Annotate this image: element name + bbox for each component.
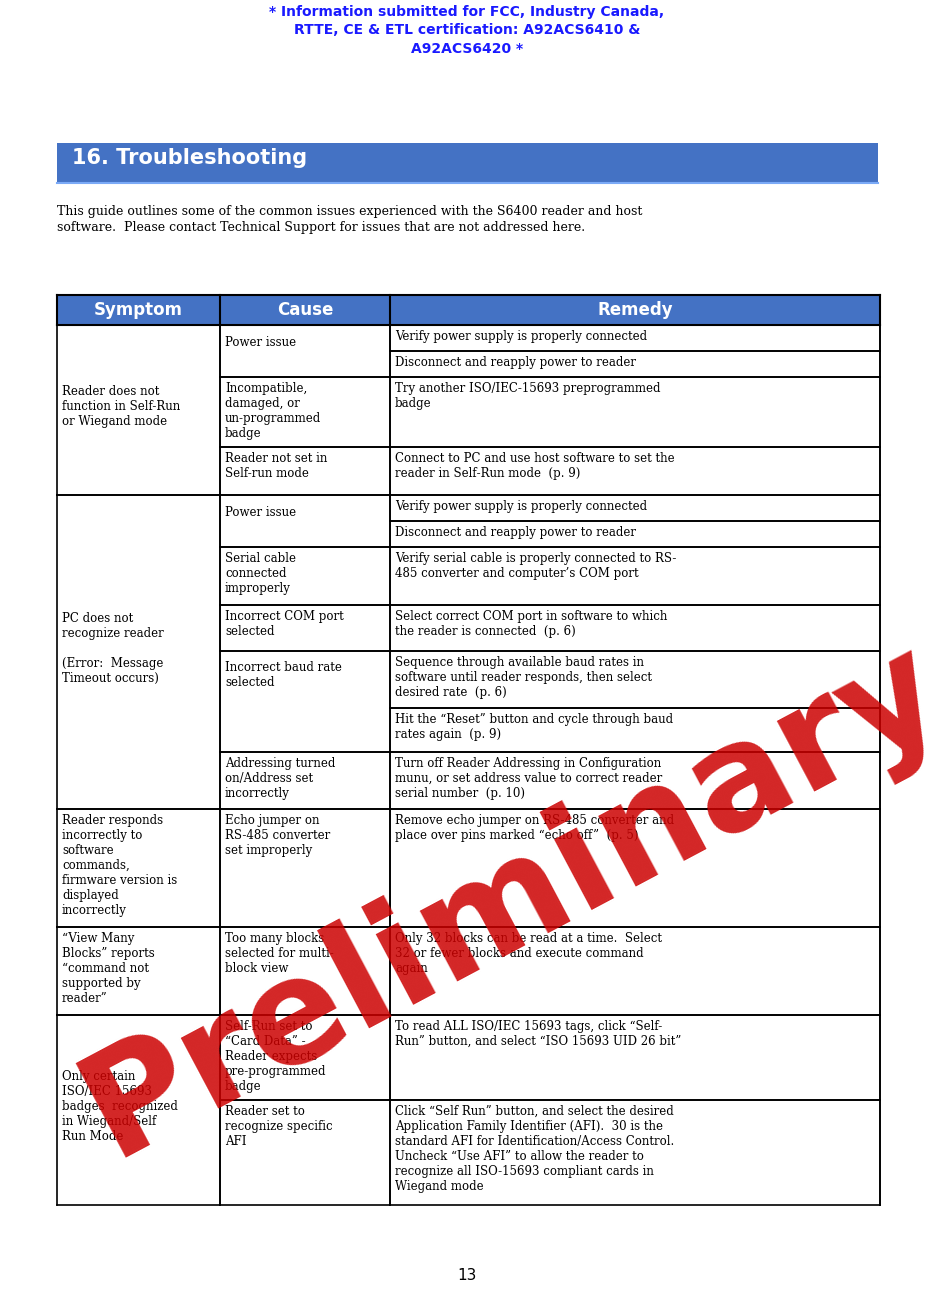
Text: This guide outlines some of the common issues experienced with the S6400 reader : This guide outlines some of the common i… bbox=[57, 205, 642, 218]
Text: Too many blocks
selected for multi-
block view: Too many blocks selected for multi- bloc… bbox=[225, 932, 334, 975]
Text: Only 32 blocks can be read at a time.  Select
32 or fewer blocks and execute com: Only 32 blocks can be read at a time. Se… bbox=[395, 932, 662, 975]
Text: Click “Self Run” button, and select the desired
Application Family Identifier (A: Click “Self Run” button, and select the … bbox=[395, 1105, 674, 1193]
Bar bbox=[57, 143, 878, 183]
Text: Verify power supply is properly connected: Verify power supply is properly connecte… bbox=[395, 330, 647, 343]
Text: Symptom: Symptom bbox=[94, 301, 183, 319]
Text: Self-Run set to
“Card Data” -
Reader expects
pre-programmed
badge: Self-Run set to “Card Data” - Reader exp… bbox=[225, 1020, 326, 1093]
Text: Echo jumper on
RS-485 converter
set improperly: Echo jumper on RS-485 converter set impr… bbox=[225, 815, 330, 857]
Text: * Information submitted for FCC, Industry Canada,
RTTE, CE & ETL certification: : * Information submitted for FCC, Industr… bbox=[269, 5, 665, 56]
Text: Power issue: Power issue bbox=[225, 506, 296, 519]
Text: Disconnect and reapply power to reader: Disconnect and reapply power to reader bbox=[395, 525, 636, 540]
Text: Reader does not
function in Self-Run
or Wiegand mode: Reader does not function in Self-Run or … bbox=[62, 385, 180, 429]
Text: Try another ISO/IEC-15693 preprogrammed
badge: Try another ISO/IEC-15693 preprogrammed … bbox=[395, 382, 660, 411]
Text: Reader responds
incorrectly to
software
commands,
firmware version is
displayed
: Reader responds incorrectly to software … bbox=[62, 815, 178, 917]
Text: Verify serial cable is properly connected to RS-
485 converter and computer’s CO: Verify serial cable is properly connecte… bbox=[395, 553, 676, 580]
Text: Incompatible,
damaged, or
un-programmed
badge: Incompatible, damaged, or un-programmed … bbox=[225, 382, 322, 440]
Text: Incorrect baud rate
selected: Incorrect baud rate selected bbox=[225, 661, 342, 689]
Text: Serial cable
connected
improperly: Serial cable connected improperly bbox=[225, 553, 296, 595]
Text: Connect to PC and use host software to set the
reader in Self‑Run mode  (p. 9): Connect to PC and use host software to s… bbox=[395, 452, 675, 480]
Text: Reader set to
recognize specific
AFI: Reader set to recognize specific AFI bbox=[225, 1105, 333, 1148]
Text: Power issue: Power issue bbox=[225, 336, 296, 349]
Text: Addressing turned
on/Address set
incorrectly: Addressing turned on/Address set incorre… bbox=[225, 757, 336, 800]
Text: Remedy: Remedy bbox=[597, 301, 673, 319]
Text: Sequence through available baud rates in
software until reader responds, then se: Sequence through available baud rates in… bbox=[395, 656, 652, 698]
Text: PC does not
recognize reader

(Error:  Message
Timeout occurs): PC does not recognize reader (Error: Mes… bbox=[62, 612, 164, 686]
Text: Incorrect COM port
selected: Incorrect COM port selected bbox=[225, 611, 344, 638]
Text: Cause: Cause bbox=[277, 301, 333, 319]
Text: Turn off Reader Addressing in Configuration
munu, or set address value to correc: Turn off Reader Addressing in Configurat… bbox=[395, 757, 662, 800]
Text: “View Many
Blocks” reports
“command not
supported by
reader”: “View Many Blocks” reports “command not … bbox=[62, 932, 155, 1004]
Bar bbox=[57, 296, 880, 325]
Text: To read ALL ISO/IEC 15693 tags, click “Self-
Run” button, and select “ISO 15693 : To read ALL ISO/IEC 15693 tags, click “S… bbox=[395, 1020, 682, 1048]
Text: Only certain
ISO/IEC 15693
badges  recognized
in Wiegand/Self
Run Mode: Only certain ISO/IEC 15693 badges recogn… bbox=[62, 1070, 178, 1143]
Text: software.  Please contact Technical Support for issues that are not addressed he: software. Please contact Technical Suppo… bbox=[57, 221, 585, 234]
Text: 16. Troubleshooting: 16. Troubleshooting bbox=[72, 148, 307, 168]
Text: Disconnect and reapply power to reader: Disconnect and reapply power to reader bbox=[395, 356, 636, 369]
Text: Verify power supply is properly connected: Verify power supply is properly connecte… bbox=[395, 500, 647, 513]
Text: Hit the “Reset” button and cycle through baud
rates again  (p. 9): Hit the “Reset” button and cycle through… bbox=[395, 713, 673, 741]
Text: Select correct COM port in software to which
the reader is connected  (p. 6): Select correct COM port in software to w… bbox=[395, 611, 668, 638]
Text: Remove echo jumper on RS-485 converter and
place over pins marked “echo off”  (p: Remove echo jumper on RS-485 converter a… bbox=[395, 815, 674, 842]
Text: 13: 13 bbox=[457, 1268, 477, 1283]
Text: Reader not set in
Self-run mode: Reader not set in Self-run mode bbox=[225, 452, 327, 480]
Text: Preliminary: Preliminary bbox=[60, 615, 935, 1186]
